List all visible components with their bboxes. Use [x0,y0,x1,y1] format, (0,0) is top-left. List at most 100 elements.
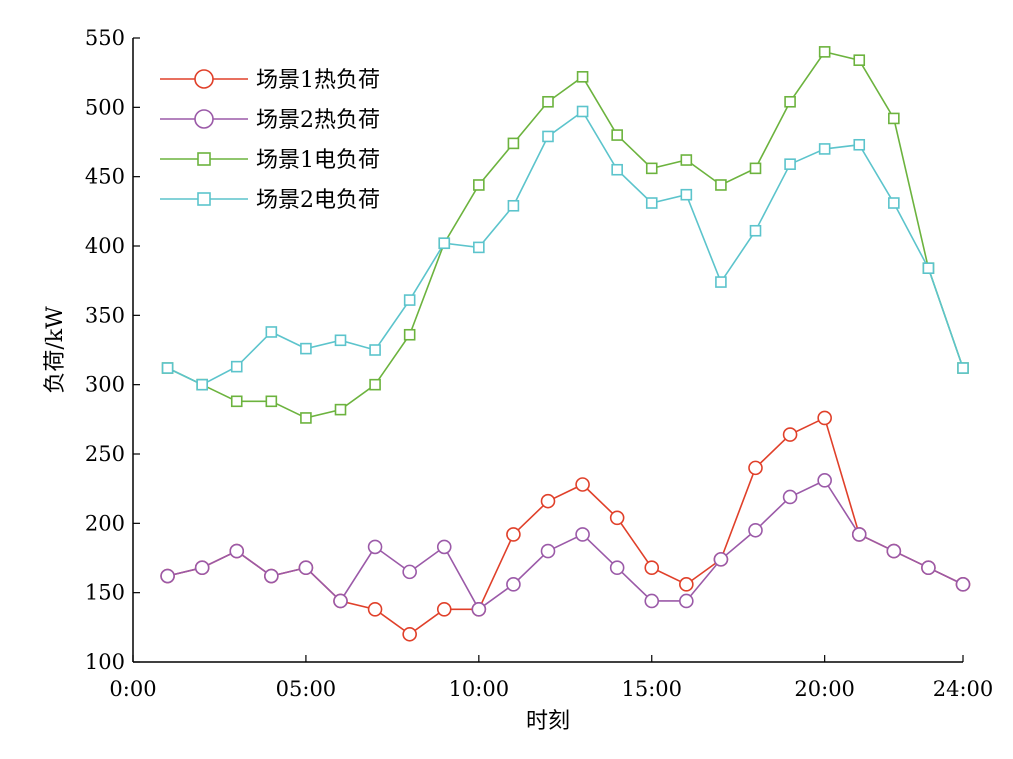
legend-label: 场景2热负荷 [256,108,380,133]
data-point [782,427,798,442]
data-point [888,197,900,209]
data-point [506,577,521,592]
data-point [229,543,245,559]
x-tick-label: 20:00 [794,677,855,701]
data-point [540,493,556,509]
data-point [507,199,520,212]
data-point [782,489,798,505]
legend-marker [197,152,211,166]
series-4 [161,105,969,391]
data-point [230,395,243,408]
y-tick-label: 250 [85,442,125,466]
data-point [471,602,487,617]
data-point [473,179,485,191]
data-point [265,326,278,338]
data-point [644,560,660,576]
data-point [575,527,590,542]
series-line [167,416,964,636]
data-point [194,560,210,576]
data-point [575,477,590,492]
y-tick-label: 150 [85,581,125,605]
y-axis-label: 负荷/kW [43,306,68,394]
data-point [438,237,451,250]
series-2 [160,473,971,617]
x-tick-label: 05:00 [276,677,337,701]
data-point [644,593,660,609]
y-tick-label: 200 [85,511,125,535]
data-point [542,130,554,143]
y-tick-label: 300 [85,373,125,397]
data-point [436,539,452,555]
data-point [436,602,452,617]
data-point [784,158,796,170]
x-tick-label: 15:00 [621,677,682,701]
legend-item-4: 场景2电负荷 [160,188,380,213]
data-point [334,403,347,416]
data-point [680,154,693,166]
data-point [576,71,589,83]
legend-marker [197,192,211,206]
data-point [473,241,485,254]
data-point [611,129,623,141]
data-point [715,276,727,288]
legend-item-1: 场景1热负荷 [160,68,380,93]
data-point [609,510,625,526]
x-axis-label: 时刻 [526,709,570,734]
data-point [748,522,763,538]
data-point [784,95,796,108]
x-tick-label: 10:00 [449,677,510,701]
data-point [853,54,866,66]
data-point [230,360,243,373]
x-tick-label: 0:00 [109,677,156,701]
plot-area: 100 150 200 250 300 350 400 450 500 550 0:00 05:00 1… [85,26,993,701]
y-tick-label: 350 [85,303,125,327]
data-point [161,362,174,374]
legend-item-2: 场景2热负荷 [160,108,380,133]
data-point [611,163,623,176]
data-point [540,543,556,559]
data-point [645,162,658,175]
data-point [713,552,729,567]
data-point [507,137,520,150]
data-point [957,362,969,374]
data-point [160,568,175,584]
legend-marker [194,69,214,89]
data-point [888,112,900,125]
data-point [818,143,831,155]
data-point [367,602,383,617]
data-point [333,593,348,609]
legend-label: 场景1电负荷 [256,148,380,173]
data-point [851,527,867,542]
data-point [265,395,278,408]
data-point [680,188,693,201]
data-point [506,527,521,542]
data-point [369,378,381,391]
data-point [817,410,832,426]
data-point [576,105,589,118]
y-tick-label: 550 [85,26,125,50]
data-point [300,412,312,424]
data-point [402,626,417,642]
data-point [334,334,347,347]
data-point [955,577,971,592]
y-tick-label: 100 [85,650,125,674]
legend-item-3: 场景1电负荷 [160,148,380,173]
series-line [167,479,964,611]
data-point [748,460,763,476]
series-layer [160,46,971,642]
y-tick-label: 500 [85,95,125,119]
data-point [367,539,383,555]
data-point [298,560,314,576]
data-point [817,473,832,488]
data-point [609,560,625,576]
y-tick-label: 400 [85,234,125,258]
data-point [715,179,727,191]
data-point [645,197,658,209]
data-point [922,262,935,274]
data-point [749,224,762,237]
data-point [853,138,866,151]
data-point [264,568,279,584]
series-line [167,50,964,419]
data-point [542,95,554,108]
